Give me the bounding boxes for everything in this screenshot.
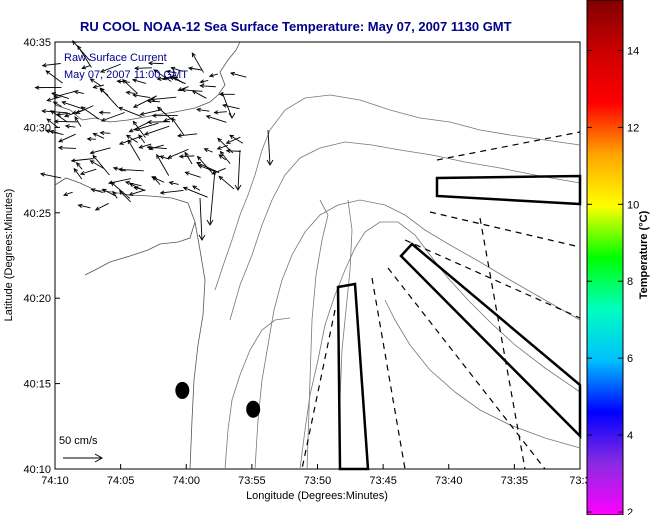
scale-label: 50 cm/s (59, 435, 98, 447)
x-tick-label: 74:05 (107, 475, 135, 487)
currents-time: May 07, 2007 11:00 GMT (64, 69, 188, 81)
colorbar-tick-label: 6 (627, 353, 633, 365)
colorbar-label: Temperature (°C) (638, 210, 650, 299)
plot-frame (55, 42, 580, 469)
x-tick-label: 73:50 (304, 475, 332, 487)
x-tick-label: 74:00 (172, 475, 200, 487)
station-marker (246, 401, 260, 418)
colorbar-tick-label: 14 (627, 45, 639, 57)
colorbar-tick-label: 2 (627, 507, 633, 515)
x-tick-label: 74:10 (41, 475, 69, 487)
y-tick-label: 40:15 (23, 379, 51, 391)
colorbar-tick-label: 4 (627, 430, 633, 442)
x-axis-label: Longitude (Degrees:Minutes) (246, 490, 388, 502)
x-tick-label: 73:35 (501, 475, 529, 487)
x-tick-label: 73:45 (369, 475, 397, 487)
colorbar-tick-label: 10 (627, 199, 639, 211)
y-tick-label: 40:30 (23, 122, 51, 134)
x-tick-label: 73:55 (238, 475, 266, 487)
station-marker (175, 382, 189, 399)
y-tick-label: 40:20 (23, 293, 51, 305)
colorbar-tick-label: 8 (627, 276, 633, 288)
colorbar (587, 0, 623, 515)
y-axis-label: Latitude (Degrees:Minutes) (3, 189, 15, 322)
chart-title: RU COOL NOAA-12 Sea Surface Temperature:… (80, 19, 512, 34)
x-tick-label: 73:40 (435, 475, 463, 487)
colorbar-tick-label: 12 (627, 122, 639, 134)
y-tick-label: 40:10 (23, 464, 51, 476)
currents-label: Raw Surface Current (64, 52, 167, 64)
y-tick-label: 40:35 (23, 37, 51, 49)
y-tick-label: 40:25 (23, 208, 51, 220)
